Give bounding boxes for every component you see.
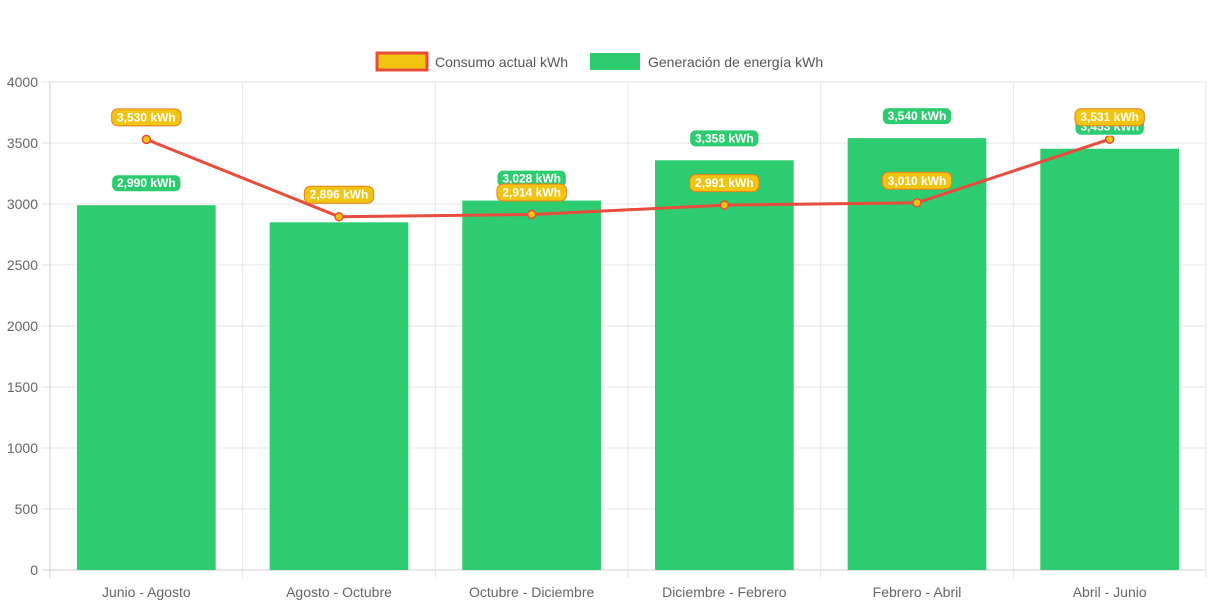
- y-axis: 0 500 1000 1500 2000 2500 3000 3500 4000: [7, 74, 38, 578]
- data-label: 2,991 kWh: [689, 174, 760, 193]
- y-tick-label: 3000: [7, 196, 38, 212]
- data-label-badge: [496, 183, 567, 202]
- point-consumo[interactable]: [141, 134, 152, 145]
- point-consumo[interactable]: [334, 211, 344, 222]
- data-label: 3,531 kWh: [1074, 108, 1145, 127]
- legend-item-consumo[interactable]: Consumo actual kWh: [375, 51, 568, 72]
- data-label-badge: [881, 171, 953, 190]
- bar-generacion[interactable]: [269, 222, 409, 571]
- data-label: 3,530 kWh: [111, 108, 182, 127]
- legend-item-generacion[interactable]: Generación de energía kWh: [590, 53, 823, 70]
- y-tick-label: 1000: [7, 440, 38, 456]
- x-axis: Junio - Agosto Agosto - Octubre Octubre - …: [102, 584, 1147, 600]
- bar-generacion[interactable]: [847, 138, 987, 570]
- legend: Consumo actual kWh Generación de energía…: [375, 51, 823, 72]
- data-label-badge: [881, 107, 953, 126]
- data-label-badge: [111, 108, 182, 127]
- x-tick-label: Octubre - Diciembre: [469, 584, 594, 600]
- point-consumo[interactable]: [719, 200, 730, 210]
- line-consumo: [145, 137, 1111, 219]
- grid: [42, 81, 1207, 578]
- x-tick-label: Diciembre - Febrero: [662, 584, 787, 600]
- data-label-badge: [303, 185, 375, 204]
- bar-generacion[interactable]: [654, 160, 794, 570]
- data-label: 2,896 kWh: [303, 185, 375, 204]
- legend-label-generacion: Generación de energía kWh: [648, 54, 823, 70]
- legend-swatch-generacion: [590, 53, 640, 70]
- x-tick-label: Junio - Agosto: [102, 584, 191, 600]
- data-label: 2,990 kWh: [111, 174, 182, 193]
- data-label-text: 3,531 kWh: [1080, 110, 1139, 124]
- bar-generacion[interactable]: [1040, 148, 1180, 570]
- data-label-text: 3,028 kWh: [502, 172, 561, 186]
- point-consumo[interactable]: [1104, 134, 1115, 144]
- data-label-badge: [1074, 108, 1145, 127]
- data-label: 3,028 kWh: [496, 169, 567, 188]
- data-label-text: 3,358 kWh: [695, 131, 754, 145]
- y-tick-label: 500: [15, 501, 39, 517]
- y-tick-label: 2000: [7, 318, 38, 334]
- data-label: 3,010 kWh: [881, 171, 953, 190]
- y-tick-label: 3500: [7, 135, 38, 151]
- data-label-text: 2,990 kWh: [117, 176, 176, 190]
- data-label-badge: [689, 129, 760, 148]
- data-label-badge: [111, 174, 182, 193]
- bar-generacion[interactable]: [76, 205, 216, 570]
- data-label-text: 3,540 kWh: [888, 109, 947, 123]
- data-label-text: 3,530 kWh: [117, 110, 176, 124]
- data-label-text: 2,991 kWh: [695, 176, 754, 190]
- legend-label-consumo: Consumo actual kWh: [435, 54, 568, 70]
- x-tick-label: Febrero - Abril: [873, 584, 962, 600]
- line-series-consumo: [141, 134, 1115, 222]
- x-tick-label: Agosto - Octubre: [286, 584, 392, 600]
- y-tick-label: 2500: [7, 257, 38, 273]
- y-tick-label: 1500: [7, 379, 38, 395]
- point-consumo[interactable]: [526, 209, 537, 220]
- data-label-text: 2,914 kWh: [502, 185, 561, 199]
- data-label-badge: [689, 174, 760, 193]
- data-label: 3,540 kWh: [881, 107, 953, 126]
- y-tick-label: 0: [30, 562, 38, 578]
- legend-swatch-consumo: [375, 51, 429, 72]
- y-tick-label: 4000: [7, 74, 38, 90]
- point-consumo[interactable]: [912, 198, 922, 208]
- bar-generacion[interactable]: [462, 200, 602, 571]
- data-label: 2,914 kWh: [496, 183, 567, 202]
- data-label-text: 3,010 kWh: [888, 174, 947, 188]
- x-tick-label: Abril - Junio: [1073, 584, 1147, 600]
- data-label-text: 2,896 kWh: [310, 188, 369, 202]
- bar-series-generacion: [76, 138, 1180, 571]
- data-label: 3,358 kWh: [689, 129, 760, 148]
